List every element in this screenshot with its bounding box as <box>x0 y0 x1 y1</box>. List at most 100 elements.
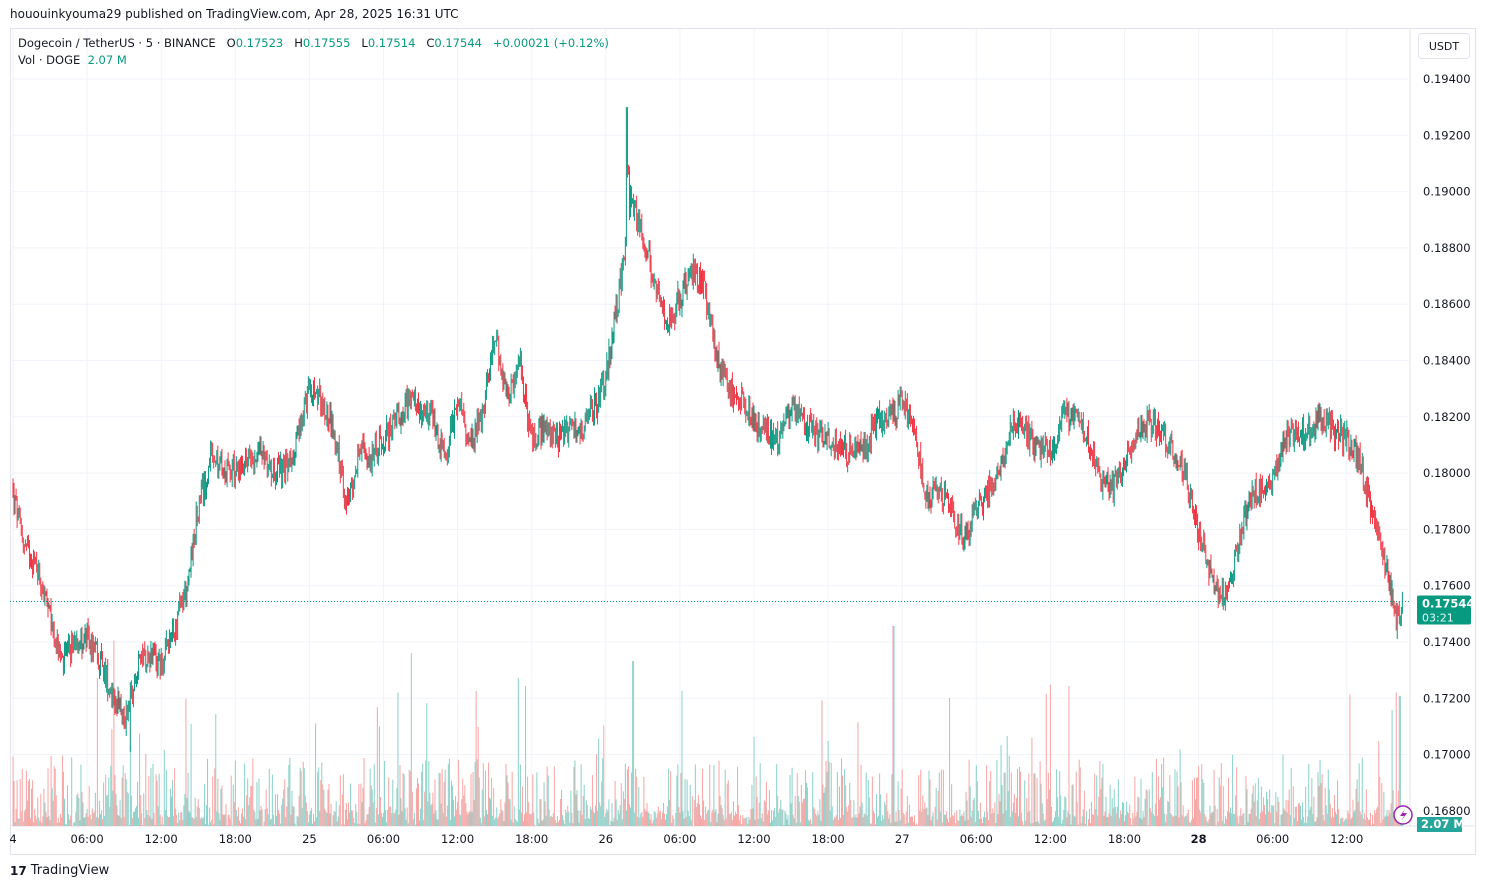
volume-bar <box>1353 812 1355 826</box>
volume-bar <box>767 810 769 826</box>
volume-bar <box>565 809 567 826</box>
volume-bar <box>96 678 98 826</box>
volume-bar <box>74 821 76 826</box>
volume-bar <box>820 820 822 826</box>
volume-bars <box>12 626 1403 826</box>
volume-bar <box>592 811 594 826</box>
volume-bar <box>14 822 16 826</box>
volume-bar <box>781 809 783 826</box>
volume-bar <box>25 770 27 826</box>
volume-bar <box>256 782 258 826</box>
tradingview-logo[interactable]: 17 TradingView <box>10 863 109 878</box>
volume-bar <box>340 824 342 826</box>
volume-bar <box>91 808 93 826</box>
volume-bar <box>601 781 603 826</box>
volume-bar <box>907 822 909 826</box>
volume-bar <box>597 810 599 826</box>
volume-bar <box>877 817 879 826</box>
volume-bar <box>217 778 219 826</box>
volume-bar <box>866 815 868 826</box>
lightning-icon[interactable] <box>1393 805 1413 825</box>
volume-bar <box>534 824 536 826</box>
time-axis[interactable]: 4 06:00 12:00 18:00 25 06:00 12:00 18:00 26 06:00… <box>9 832 1363 846</box>
volume-bar <box>490 798 492 826</box>
volume-bar <box>1183 817 1185 826</box>
volume-bar <box>720 804 722 826</box>
volume-bar <box>176 814 178 826</box>
volume-bar <box>1089 808 1091 826</box>
volume-bar <box>1303 816 1305 826</box>
volume-bar <box>814 808 816 826</box>
volume-bar <box>479 817 481 826</box>
volume-bar <box>102 819 104 826</box>
volume-bar <box>403 773 405 826</box>
volume-bar <box>968 759 970 826</box>
volume-bar <box>1215 825 1217 826</box>
volume-bar <box>605 813 607 826</box>
volume-bar <box>1127 811 1129 826</box>
volume-bar <box>799 822 801 826</box>
volume-bar <box>1354 809 1356 826</box>
volume-bar <box>210 822 212 826</box>
volume-bar <box>475 691 477 826</box>
volume-bar <box>851 817 853 826</box>
volume-bar <box>1196 777 1198 826</box>
volume-bar <box>273 824 275 826</box>
volume-bar <box>1180 782 1182 826</box>
volume-bar <box>163 749 165 826</box>
volume-bar <box>702 768 704 826</box>
volume-bar <box>424 791 426 826</box>
price-axis[interactable]: 0.19400 0.19200 0.19000 0.18800 0.18600 0.184… <box>1423 72 1471 818</box>
volume-bar <box>437 819 439 826</box>
volume-bar <box>208 824 210 826</box>
volume-bar <box>563 820 565 826</box>
volume-bar <box>33 822 35 826</box>
volume-bar <box>264 809 266 826</box>
volume-bar <box>894 821 896 826</box>
volume-bar <box>369 768 371 826</box>
volume-bar <box>1388 810 1390 826</box>
volume-bar <box>177 822 179 826</box>
volume-bar <box>37 797 39 826</box>
volume-bar <box>154 825 156 826</box>
volume-bar <box>292 806 294 826</box>
volume-bar <box>1096 775 1098 826</box>
volume-bar <box>936 819 938 826</box>
volume-bar <box>1278 801 1280 826</box>
volume-bar <box>1238 823 1240 826</box>
volume-bar <box>71 757 73 826</box>
volume-bar <box>330 803 332 826</box>
volume-bar <box>991 813 993 826</box>
volume-bar <box>1071 785 1073 826</box>
price-tick-label: 0.19400 <box>1423 72 1471 86</box>
volume-bar <box>518 809 520 826</box>
volume-bar <box>860 764 862 826</box>
volume-bar <box>873 813 875 826</box>
volume-bar <box>659 810 661 826</box>
volume-bar <box>538 823 540 826</box>
currency-button[interactable]: USDT <box>1418 33 1470 59</box>
volume-bar <box>51 788 53 826</box>
volume-bar <box>527 776 529 826</box>
volume-bar <box>828 762 830 826</box>
volume-bar <box>958 821 960 826</box>
volume-bar <box>1264 814 1267 826</box>
volume-bar <box>961 813 963 826</box>
volume-bar <box>804 770 807 826</box>
volume-bar <box>1032 822 1034 826</box>
volume-bar <box>19 779 21 826</box>
volume-bar <box>83 817 85 826</box>
volume-bar <box>975 765 977 826</box>
volume-bar <box>811 824 813 826</box>
volume-bar <box>405 819 407 826</box>
volume-label[interactable]: Vol · DOGE <box>18 53 81 67</box>
volume-bar <box>303 768 305 826</box>
volume-bar <box>671 822 673 826</box>
volume-bar <box>1009 817 1011 826</box>
volume-bar <box>93 811 95 826</box>
symbol-title[interactable]: Dogecoin / TetherUS · 5 · BINANCE <box>18 36 216 50</box>
volume-bar <box>740 815 742 826</box>
volume-bar <box>676 775 678 826</box>
volume-bar <box>1308 763 1310 826</box>
